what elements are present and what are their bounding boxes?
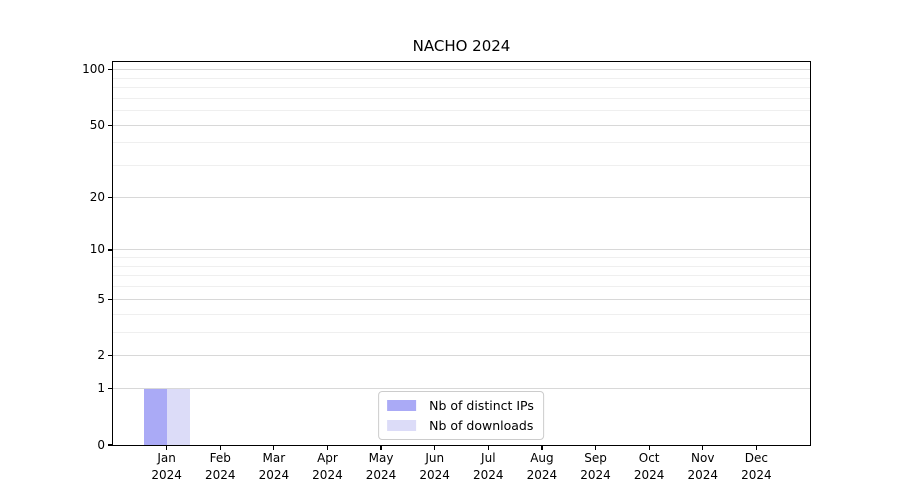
x-tick-month: Aug (530, 451, 554, 465)
x-tick-mark (648, 445, 650, 450)
x-tick-year: 2024 (526, 467, 558, 482)
x-tick-mark (326, 445, 329, 450)
bar-nb-of-distinct-ips (143, 388, 167, 445)
x-tick-mark (702, 445, 704, 450)
x-tick-month: Sep (584, 451, 607, 465)
x-tick-label: Jan 2024 (139, 450, 195, 483)
x-tick-month: Oct (638, 451, 660, 465)
x-tick-label: Sep 2024 (568, 450, 624, 483)
x-tick-year: 2024 (204, 467, 236, 482)
x-tick-month: Jan (157, 451, 176, 465)
y-tick-mark (108, 124, 113, 126)
x-tick-mark (541, 445, 543, 450)
x-tick-mark (487, 445, 489, 450)
legend-swatch (387, 400, 417, 411)
y-tick-label: 100 (82, 62, 105, 77)
x-tick-mark (273, 445, 275, 450)
x-tick-year: 2024 (151, 467, 182, 482)
x-tick-label: Nov 2024 (675, 450, 731, 483)
gridline-major (113, 196, 810, 198)
x-tick-year: 2024 (580, 467, 611, 482)
x-tick-mark (434, 445, 436, 450)
x-tick-month: Feb (209, 451, 231, 465)
x-tick-month: May (368, 451, 394, 465)
x-tick-year: 2024 (473, 467, 504, 482)
bar-nb-of-downloads (166, 388, 190, 445)
x-tick-month: Jul (481, 451, 496, 465)
x-tick-year: 2024 (258, 467, 290, 482)
legend: Nb of distinct IPs Nb of downloads (378, 391, 544, 440)
y-tick-mark (108, 388, 113, 390)
x-tick-month: Dec (744, 451, 768, 465)
y-tick-mark (108, 355, 113, 357)
gridline-minor (113, 77, 810, 79)
y-tick-label: 5 (97, 291, 105, 306)
y-tick-mark (108, 444, 113, 446)
x-tick-label: Aug 2024 (514, 450, 570, 483)
x-tick-month: Jun (425, 451, 445, 465)
legend-label: Nb of downloads (429, 418, 534, 433)
y-tick-label: 0 (97, 437, 105, 452)
y-tick-label: 50 (89, 117, 105, 132)
gridline-minor (113, 286, 810, 288)
x-tick-label: Jul 2024 (460, 450, 516, 483)
x-tick-label: Jun 2024 (407, 450, 463, 483)
y-tick-mark (108, 249, 113, 251)
x-tick-year: 2024 (365, 467, 397, 482)
x-tick-month: Mar (262, 451, 286, 465)
gridline-major (113, 69, 810, 71)
plot-area (112, 61, 811, 446)
gridline-major (113, 388, 810, 390)
gridline-major (113, 298, 810, 300)
legend-swatch (387, 420, 417, 431)
chart-title: NACHO 2024 (412, 37, 511, 55)
gridline-minor (113, 87, 810, 89)
x-tick-month: Nov (691, 451, 715, 465)
y-tick-label: 20 (89, 189, 105, 204)
x-tick-year: 2024 (741, 467, 772, 482)
x-tick-mark (380, 445, 382, 450)
y-tick-label: 10 (89, 242, 105, 257)
y-tick-label: 1 (97, 381, 105, 396)
gridline-minor (113, 110, 810, 112)
x-tick-label: Oct 2024 (621, 450, 677, 483)
gridline-minor (113, 257, 810, 259)
gridline-minor (113, 313, 810, 315)
gridline-major (113, 355, 810, 357)
legend-label: Nb of distinct IPs (429, 398, 534, 413)
x-tick-label: Dec 2024 (728, 450, 784, 483)
gridline-minor (113, 97, 810, 99)
x-tick-mark (166, 445, 168, 450)
y-tick-mark (108, 69, 113, 71)
y-tick-mark (108, 196, 113, 198)
x-tick-label: Mar 2024 (246, 450, 302, 483)
gridline-minor (113, 165, 810, 167)
legend-row: Nb of downloads (387, 417, 534, 434)
gridline-minor (113, 265, 810, 267)
x-tick-label: May 2024 (353, 450, 409, 483)
gridline-minor (113, 275, 810, 277)
gridline-minor (113, 142, 810, 144)
x-tick-mark (755, 445, 757, 450)
x-tick-label: Apr 2024 (299, 450, 355, 483)
x-tick-year: 2024 (687, 467, 719, 482)
x-tick-label: Feb 2024 (192, 450, 248, 483)
y-tick-label: 2 (97, 348, 105, 363)
gridline-major (113, 249, 810, 251)
x-tick-year: 2024 (633, 467, 665, 482)
x-tick-mark (219, 445, 221, 450)
x-tick-year: 2024 (419, 467, 450, 482)
x-tick-year: 2024 (312, 467, 343, 482)
y-tick-mark (108, 298, 113, 300)
gridline-minor (113, 331, 810, 333)
x-tick-month: Apr (317, 451, 338, 465)
x-tick-mark (594, 445, 597, 450)
gridline-major (113, 124, 810, 126)
legend-row: Nb of distinct IPs (387, 397, 534, 414)
